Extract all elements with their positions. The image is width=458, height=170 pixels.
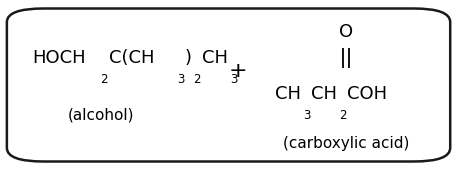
Text: 2: 2 xyxy=(339,109,347,122)
Text: 2: 2 xyxy=(193,73,201,86)
Text: 3: 3 xyxy=(177,73,185,86)
Text: +: + xyxy=(229,61,247,81)
Text: 2: 2 xyxy=(100,73,107,86)
Text: HOCH: HOCH xyxy=(32,49,86,67)
Text: C(CH: C(CH xyxy=(109,49,155,67)
Text: CH: CH xyxy=(275,85,301,103)
Text: (carboxylic acid): (carboxylic acid) xyxy=(283,136,409,151)
Text: 3: 3 xyxy=(303,109,311,122)
Text: ): ) xyxy=(185,49,192,67)
Text: COH: COH xyxy=(347,85,387,103)
Text: CH: CH xyxy=(202,49,228,67)
Text: CH: CH xyxy=(311,85,337,103)
Text: 3: 3 xyxy=(230,73,237,86)
Text: (alcohol): (alcohol) xyxy=(67,107,134,122)
Text: O: O xyxy=(339,23,353,41)
FancyBboxPatch shape xyxy=(7,8,450,161)
